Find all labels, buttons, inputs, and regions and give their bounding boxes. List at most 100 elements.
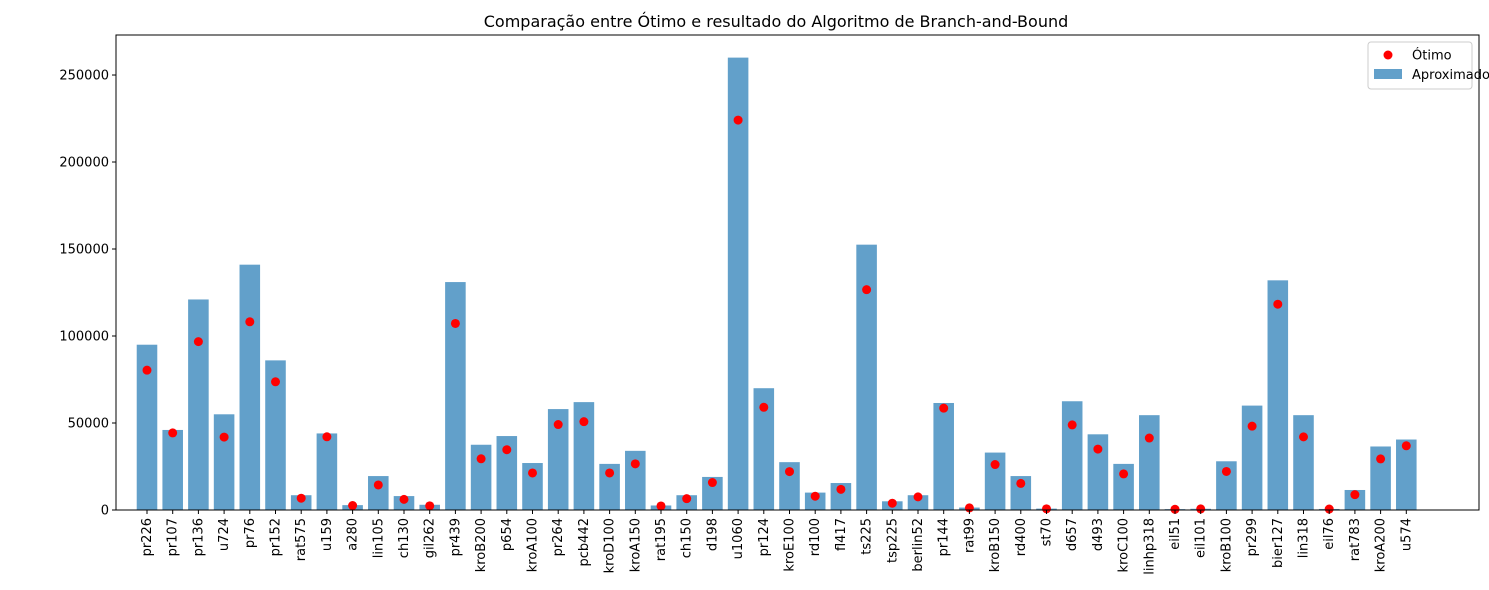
- bar-berlin52: [907, 495, 929, 510]
- bar-pr136: [188, 299, 209, 510]
- point-gil262: [425, 501, 435, 511]
- x-tick-label: kroD100: [603, 518, 618, 573]
- point-ch130: [399, 494, 409, 504]
- bar-pcb442: [573, 402, 595, 510]
- x-tick-label: lin105: [371, 518, 386, 558]
- point-pr226: [142, 365, 152, 375]
- point-kroA200: [1376, 454, 1386, 464]
- point-rd400: [1016, 478, 1026, 488]
- x-tick-label: pr107: [166, 518, 181, 556]
- y-tick-label: 200000: [59, 156, 109, 171]
- x-tick-label: lin318: [1297, 518, 1312, 558]
- x-tick-label: p654: [500, 518, 515, 551]
- bar-lin105: [368, 476, 389, 510]
- point-pr76: [245, 317, 255, 327]
- y-tick-label: 50000: [68, 417, 109, 432]
- point-kroD100: [605, 468, 615, 478]
- bar-pr226: [136, 344, 158, 510]
- bar-rd400: [1010, 476, 1032, 510]
- bar-kroB150: [984, 452, 1006, 510]
- chart-title: Comparação entre Ótimo e resultado do Al…: [484, 12, 1069, 31]
- bar-kroB100: [1216, 461, 1237, 510]
- x-tick-label: rat99: [962, 518, 977, 553]
- x-tick-label: d198: [705, 518, 720, 551]
- bar-u574: [1396, 439, 1417, 510]
- point-berlin52: [913, 492, 923, 502]
- point-pcb442: [579, 417, 589, 427]
- x-tick-label: pr299: [1245, 518, 1260, 556]
- bar-d198: [702, 476, 723, 510]
- x-tick-label: tsp225: [885, 518, 900, 563]
- bar-ts225: [856, 244, 877, 510]
- x-tick-label: st70: [1040, 518, 1055, 546]
- x-tick-label: pr226: [140, 518, 155, 556]
- bar-kroC100: [1113, 463, 1134, 510]
- point-ts225: [862, 285, 872, 295]
- x-tick-label: u1060: [731, 518, 746, 559]
- bar-pr107: [162, 429, 183, 510]
- x-tick-label: fl417: [834, 518, 849, 551]
- bar-pr299: [1241, 405, 1263, 510]
- point-fl417: [836, 484, 846, 494]
- x-tick-label: kroE100: [783, 518, 798, 572]
- x-tick-label: pr124: [757, 518, 772, 556]
- x-tick-label: eil51: [1168, 518, 1183, 550]
- x-tick-label: linhp318: [1142, 518, 1157, 575]
- point-pr136: [193, 337, 203, 347]
- legend-label-otimo: Ótimo: [1412, 48, 1452, 64]
- point-lin318: [1299, 432, 1308, 442]
- points-layer: [142, 115, 1411, 514]
- x-tick-label: d493: [1091, 518, 1106, 551]
- x-tick-label: kroC100: [1117, 518, 1132, 572]
- x-tick-label: a280: [346, 518, 361, 551]
- y-tick-label: 250000: [59, 69, 109, 84]
- y-tick-label: 150000: [59, 243, 109, 258]
- x-tick-label: d657: [1065, 518, 1080, 551]
- point-p654: [502, 445, 512, 455]
- bar-pr124: [753, 388, 775, 510]
- point-lin105: [373, 480, 383, 490]
- bar-pr152: [265, 360, 286, 510]
- x-tick-label: pr439: [448, 518, 463, 556]
- x-tick-label: rat575: [294, 518, 309, 561]
- legend-marker-otimo: [1383, 50, 1393, 60]
- x-tick-label: eil76: [1322, 518, 1337, 550]
- bar-pr144: [933, 402, 954, 510]
- bar-kroB200: [470, 444, 492, 510]
- bar-lin318: [1293, 415, 1314, 510]
- y-tick-label: 100000: [59, 330, 109, 345]
- point-ch150: [682, 494, 692, 504]
- point-pr124: [759, 402, 769, 412]
- legend: Ótimo Aproximado: [1367, 41, 1489, 90]
- bar-u159: [316, 433, 338, 510]
- x-tick-label: ch130: [397, 518, 412, 558]
- x-tick-label: kroB200: [474, 518, 489, 572]
- bar-p654: [496, 436, 518, 510]
- x-tick-label: rat783: [1348, 518, 1363, 561]
- point-rat783: [1350, 490, 1360, 500]
- x-tick-label: kroA100: [526, 518, 541, 572]
- x-tick-label: rd100: [808, 518, 823, 556]
- point-a280: [348, 501, 358, 511]
- x-tick-label: bier127: [1271, 518, 1286, 568]
- bar-kroD100: [599, 463, 620, 510]
- bar-u1060: [727, 57, 749, 511]
- x-tick-label: ts225: [860, 518, 875, 555]
- bar-d493: [1087, 434, 1109, 510]
- x-tick-label: rd400: [1014, 518, 1029, 556]
- point-pr107: [168, 428, 178, 438]
- bar-pr264: [547, 409, 569, 510]
- point-pr144: [939, 403, 949, 413]
- x-tick-label: pr76: [243, 518, 258, 548]
- x-tick-label: kroA200: [1374, 518, 1389, 572]
- x-tick-label: rat195: [654, 518, 669, 561]
- x-tick-label: kroA150: [628, 518, 643, 572]
- bar-rd100: [804, 492, 826, 510]
- point-d198: [707, 478, 717, 488]
- point-pr299: [1247, 421, 1257, 431]
- x-tick-label: gil262: [423, 518, 438, 558]
- point-eil51: [1170, 504, 1180, 514]
- y-axis: 0 50000 100000 150000 200000 250000: [59, 69, 116, 519]
- bar-pr439: [445, 282, 466, 510]
